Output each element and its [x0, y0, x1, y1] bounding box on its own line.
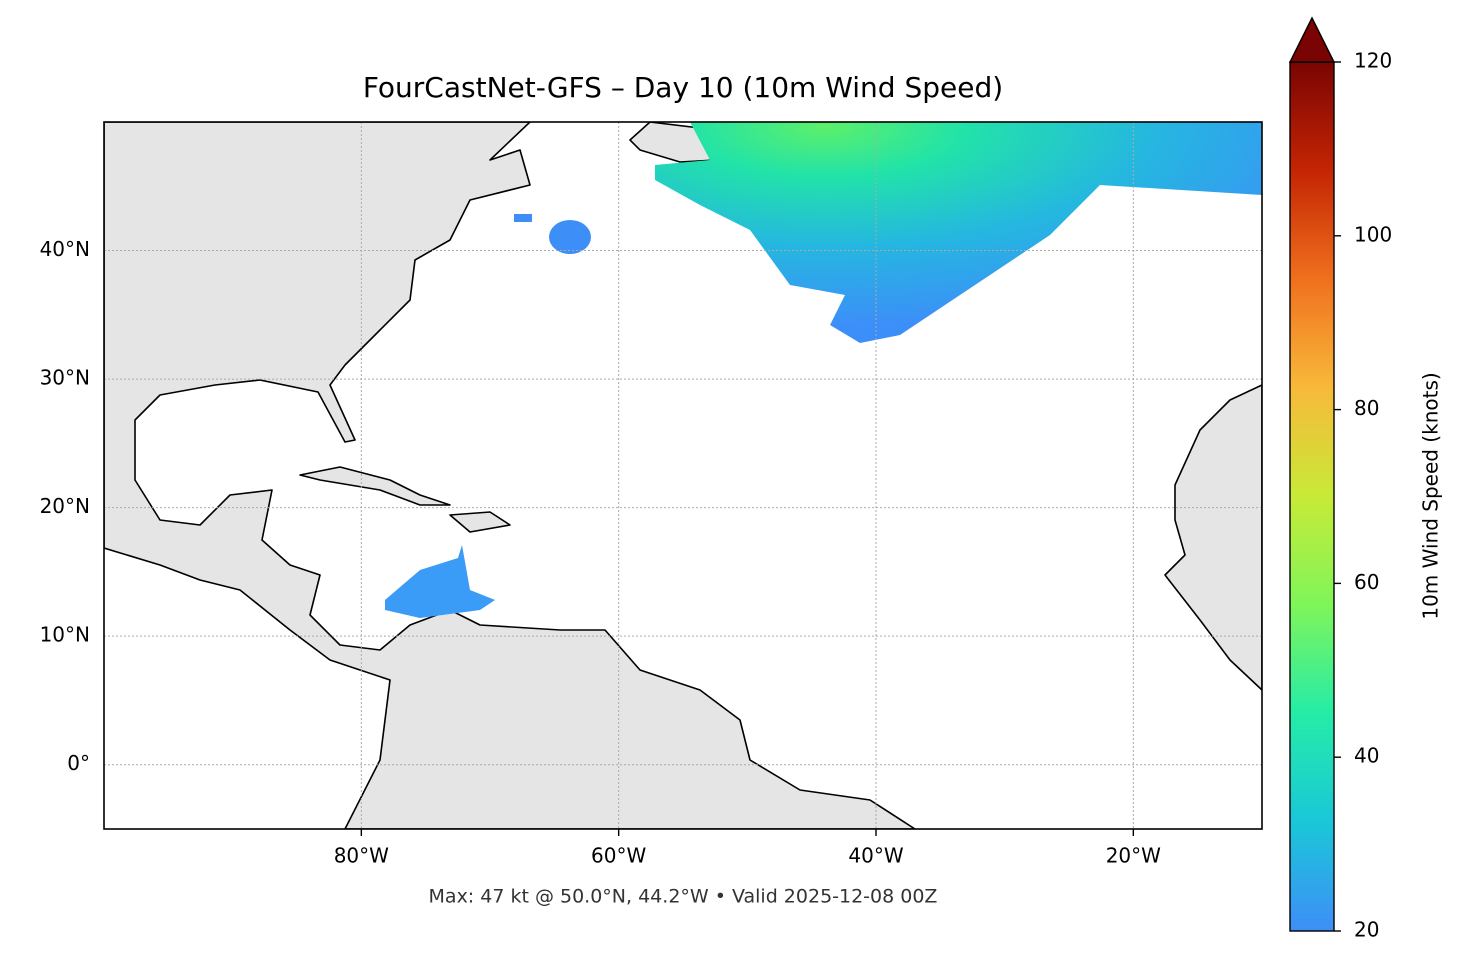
map-frame: [103, 121, 1263, 830]
colorbar-tick-label: 120: [1354, 49, 1392, 73]
africa: [1164, 384, 1262, 691]
footnote: Max: 47 kt @ 50.0°N, 44.2°W • Valid 2025…: [429, 886, 938, 908]
colorbar-tick-label: 60: [1354, 570, 1379, 594]
americas: [104, 122, 916, 829]
y-tick-label: 40°N: [40, 237, 90, 261]
hispaniola: [449, 511, 511, 533]
y-tick-label: 10°N: [40, 623, 90, 647]
colorbar-tick-label: 40: [1354, 744, 1379, 768]
chart-title: FourCastNet-GFS – Day 10 (10m Wind Speed…: [363, 71, 1003, 104]
colorbar-label: 10m Wind Speed (knots): [1419, 372, 1443, 619]
wind-field: [549, 220, 591, 254]
x-tick-label: 40°W: [848, 844, 903, 868]
colorbar: [1289, 61, 1335, 932]
colorbar-tick-label: 20: [1354, 918, 1379, 942]
wind-field: [655, 122, 1262, 343]
y-tick-label: 30°N: [40, 366, 90, 390]
gridlines: [104, 122, 1262, 829]
colorbar-tick-label: 100: [1354, 222, 1392, 246]
x-tick-label: 80°W: [334, 844, 389, 868]
colorbar-tick-label: 80: [1354, 396, 1379, 420]
cuba: [299, 466, 451, 506]
map: [104, 122, 1262, 829]
colorbar-extend: [1288, 16, 1336, 63]
x-tick-label: 60°W: [591, 844, 646, 868]
y-tick-label: 20°N: [40, 494, 90, 518]
wind-field: [514, 214, 532, 222]
wind-field: [385, 545, 495, 618]
x-tick-label: 20°W: [1106, 844, 1161, 868]
y-tick-label: 0°: [67, 751, 90, 775]
